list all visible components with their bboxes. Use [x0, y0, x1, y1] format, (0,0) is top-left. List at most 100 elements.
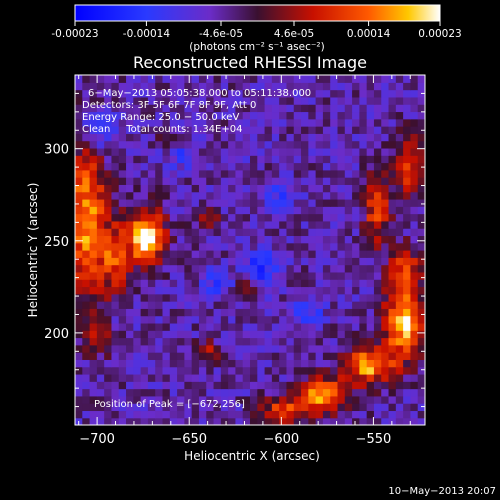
heatmap-cell: [162, 271, 171, 280]
heatmap-cell: [286, 395, 295, 404]
heatmap-cell: [111, 293, 120, 302]
heatmap-cell: [184, 286, 193, 295]
heatmap-cell: [104, 264, 113, 273]
heatmap-cell: [191, 352, 200, 360]
heatmap-cell: [118, 220, 127, 229]
heatmap-cell: [96, 111, 105, 120]
heatmap-cell: [271, 82, 280, 91]
heatmap-cell: [264, 228, 273, 237]
heatmap-cell: [344, 89, 353, 98]
heatmap-cell: [286, 235, 295, 244]
heatmap-cell: [133, 417, 142, 425]
heatmap-cell: [177, 242, 185, 251]
heatmap-cell: [359, 286, 368, 295]
heatmap-cell: [257, 381, 266, 390]
heatmap-cell: [330, 126, 339, 134]
heatmap-cell: [111, 191, 120, 200]
heatmap-cell: [126, 228, 134, 237]
heatmap-cell: [257, 417, 266, 425]
heatmap-cell: [126, 308, 134, 317]
heatmap-cell: [198, 75, 207, 83]
heatmap-cell: [177, 381, 185, 390]
heatmap-cell: [206, 286, 215, 295]
heatmap-cell: [279, 206, 288, 215]
heatmap-cell: [118, 264, 127, 273]
heatmap-cell: [352, 301, 360, 309]
heatmap-cell: [104, 250, 113, 258]
heatmap-cell: [250, 220, 258, 229]
heatmap-cell: [169, 352, 178, 360]
heatmap-cell: [228, 155, 237, 164]
heatmap-cell: [279, 140, 288, 149]
heatmap-cell: [242, 198, 251, 207]
heatmap-cell: [242, 118, 251, 127]
heatmap-cell: [366, 177, 375, 185]
heatmap-cell: [352, 133, 360, 142]
heatmap-cell: [279, 308, 288, 317]
heatmap-cell: [126, 177, 134, 185]
heatmap-cell: [286, 271, 295, 280]
colorbar-unit-label: (photons cm⁻² s⁻¹ asec⁻²): [189, 41, 324, 53]
heatmap-cell: [279, 177, 288, 185]
heatmap-cell: [388, 155, 397, 164]
heatmap-cell: [191, 82, 200, 91]
heatmap-cell: [82, 169, 91, 178]
heatmap-cell: [344, 242, 353, 251]
heatmap-cell: [286, 373, 295, 382]
heatmap-cell: [293, 82, 302, 91]
heatmap-cell: [104, 140, 113, 149]
heatmap-cell: [337, 286, 346, 295]
heatmap-cell: [293, 337, 302, 346]
heatmap-cell: [359, 213, 368, 222]
heatmap-cell: [308, 344, 317, 353]
heatmap-cell: [89, 147, 98, 156]
heatmap-cell: [250, 126, 258, 134]
heatmap-cell: [213, 177, 222, 185]
heatmap-cell: [352, 75, 360, 83]
heatmap-cell: [373, 366, 382, 375]
heatmap-cell: [184, 279, 193, 288]
heatmap-cell: [206, 206, 215, 215]
heatmap-cell: [301, 104, 309, 113]
heatmap-cell: [366, 198, 375, 207]
heatmap-cell: [388, 388, 397, 397]
heatmap-cell: [410, 82, 419, 91]
heatmap-cell: [344, 373, 353, 382]
heatmap-cell: [352, 271, 360, 280]
heatmap-cell: [388, 344, 397, 353]
heatmap-cell: [177, 235, 185, 244]
heatmap-cell: [315, 279, 324, 288]
heatmap-cell: [242, 82, 251, 91]
heatmap-cell: [169, 373, 178, 382]
heatmap-cell: [337, 359, 346, 368]
heatmap-cell: [82, 96, 91, 105]
heatmap-cell: [147, 337, 156, 346]
heatmap-cell: [96, 388, 105, 397]
heatmap-cell: [140, 155, 149, 164]
heatmap-cell: [315, 359, 324, 368]
heatmap-cell: [359, 308, 368, 317]
heatmap-cell: [147, 359, 156, 368]
heatmap-cell: [235, 75, 244, 83]
heatmap-cell: [250, 133, 258, 142]
heatmap-cell: [228, 352, 237, 360]
heatmap-cell: [220, 206, 229, 215]
heatmap-cell: [198, 381, 207, 390]
heatmap-cell: [264, 279, 273, 288]
heatmap-cell: [220, 315, 229, 324]
heatmap-cell: [352, 228, 360, 237]
heatmap-cell: [177, 147, 185, 156]
heatmap-cell: [133, 366, 142, 375]
heatmap-cell: [330, 220, 339, 229]
heatmap-cell: [388, 417, 397, 425]
heatmap-cell: [177, 177, 185, 185]
heatmap-cell: [344, 308, 353, 317]
heatmap-cell: [279, 220, 288, 229]
heatmap-cell: [279, 381, 288, 390]
heatmap-cell: [140, 293, 149, 302]
heatmap-cell: [155, 155, 164, 164]
heatmap-cell: [410, 403, 419, 412]
heatmap-cell: [417, 82, 425, 91]
heatmap-cell: [344, 82, 353, 91]
heatmap-cell: [322, 330, 331, 339]
